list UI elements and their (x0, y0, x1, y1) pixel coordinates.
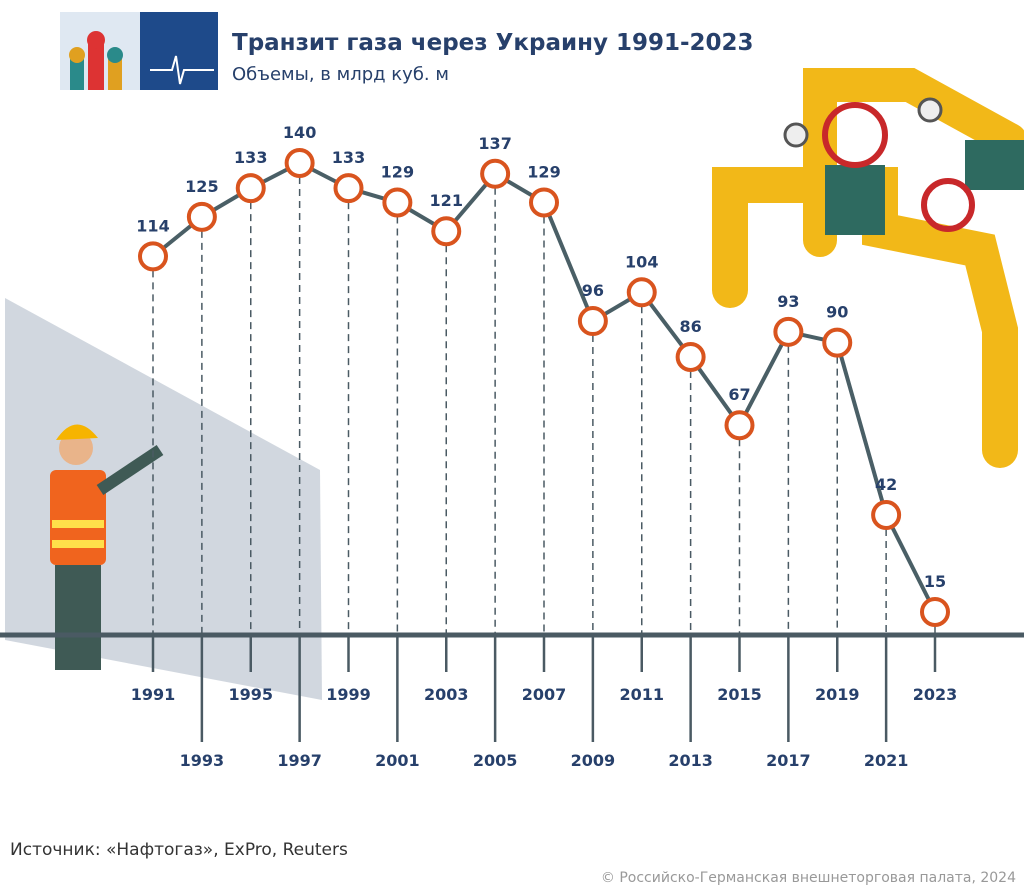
marker (333, 173, 364, 204)
value-label: 137 (478, 134, 511, 153)
x-tick-label: 2011 (619, 685, 664, 704)
marker (382, 187, 413, 218)
x-tick-label: 1999 (326, 685, 371, 704)
chart-subtitle: Объемы, в млрд куб. м (232, 64, 449, 85)
marker (920, 597, 950, 627)
x-tick-label: 2005 (473, 751, 518, 770)
x-tick-label: 2021 (864, 751, 909, 770)
marker (284, 148, 315, 178)
x-tick-label: 1991 (131, 685, 176, 704)
x-tick-label: 2023 (913, 685, 958, 704)
value-label: 67 (728, 385, 750, 404)
x-tick-label: 2015 (717, 685, 762, 704)
value-label: 90 (826, 303, 848, 322)
value-label: 114 (136, 216, 169, 235)
value-label: 125 (185, 177, 218, 196)
marker (186, 201, 217, 232)
x-tick-label: 2001 (375, 751, 420, 770)
chart-title: Транзит газа через Украину 1991-2023 (232, 30, 754, 56)
x-tick-label: 2009 (571, 751, 616, 770)
marker (431, 216, 462, 247)
value-label: 96 (582, 281, 604, 300)
pipes-illustration (712, 68, 1024, 468)
marker (577, 306, 608, 337)
value-label: 42 (875, 475, 897, 494)
marker (822, 327, 853, 358)
value-label: 15 (924, 572, 946, 591)
marker (138, 241, 168, 272)
marker (675, 341, 706, 372)
value-label: 93 (777, 292, 799, 311)
value-label: 129 (381, 163, 414, 182)
x-tick-label: 2003 (424, 685, 469, 704)
value-label: 133 (234, 148, 267, 167)
value-label: 86 (679, 317, 701, 336)
source: Источник: «Нафтогаз», ExPro, Reuters (10, 840, 348, 860)
value-label: 133 (332, 148, 365, 167)
value-label: 129 (527, 163, 560, 182)
marker (480, 158, 511, 189)
logo (60, 12, 218, 90)
x-tick-label: 1993 (180, 751, 225, 770)
marker (235, 173, 266, 204)
marker (871, 500, 902, 531)
value-label: 140 (283, 123, 316, 142)
x-tick-label: 2017 (766, 751, 811, 770)
credit: © Российско-Германская внешнеторговая па… (601, 870, 1016, 886)
value-label: 104 (625, 252, 658, 271)
worker-illustration (5, 298, 322, 700)
marker (724, 410, 755, 441)
marker (773, 316, 804, 347)
x-tick-label: 1995 (228, 685, 273, 704)
x-tick-label: 1997 (277, 751, 322, 770)
x-tick-label: 2013 (668, 751, 713, 770)
marker (529, 187, 559, 218)
marker (626, 277, 657, 308)
x-tick-label: 2019 (815, 685, 860, 704)
x-tick-label: 2007 (522, 685, 567, 704)
value-label: 121 (430, 191, 463, 210)
